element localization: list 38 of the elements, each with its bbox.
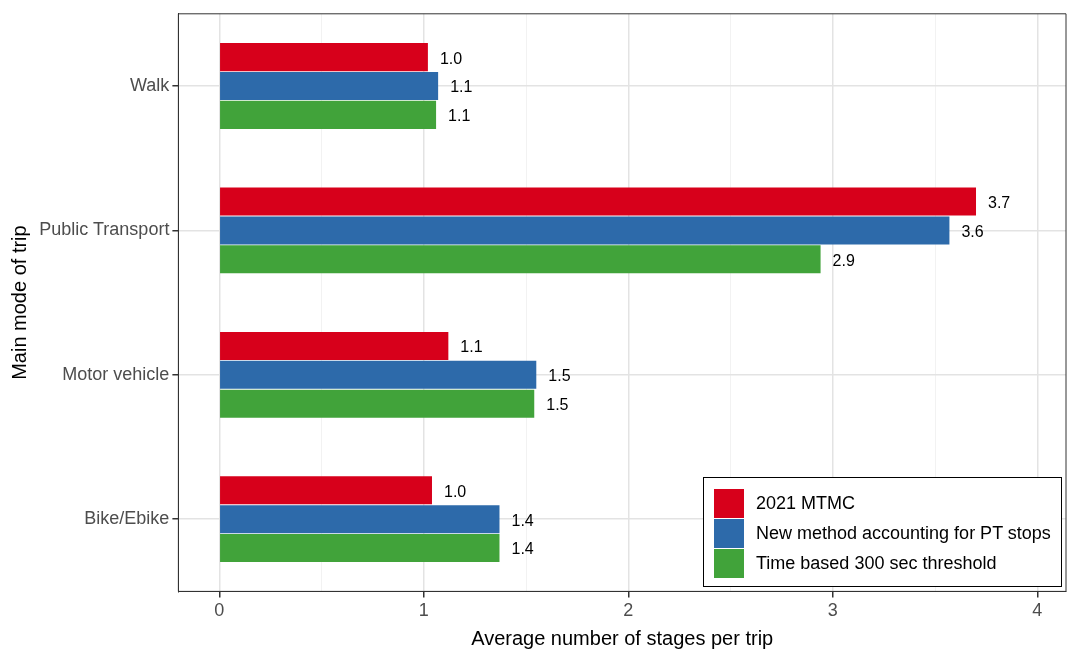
data-label: 1.5 bbox=[546, 396, 569, 414]
bar bbox=[220, 245, 821, 274]
data-label: 1.4 bbox=[511, 540, 534, 558]
bar bbox=[220, 216, 950, 245]
y-tick-label: Motor vehicle bbox=[62, 363, 170, 384]
y-tick-label: Bike/Ebike bbox=[84, 508, 170, 529]
data-label: 1.1 bbox=[448, 107, 471, 125]
data-label: 3.6 bbox=[961, 222, 984, 240]
data-label: 1.4 bbox=[511, 511, 534, 529]
data-label: 3.7 bbox=[988, 193, 1011, 211]
legend-label: 2021 MTMC bbox=[756, 492, 856, 514]
x-tick-label: 0 bbox=[214, 600, 225, 621]
x-axis-title: Average number of stages per trip bbox=[471, 626, 774, 649]
bar bbox=[220, 43, 428, 72]
x-tick-label: 1 bbox=[418, 600, 429, 621]
bar bbox=[220, 331, 449, 360]
bar bbox=[220, 100, 437, 129]
legend-label: New method accounting for PT stops bbox=[756, 522, 1051, 544]
bar bbox=[220, 187, 977, 216]
x-tick-label: 4 bbox=[1032, 600, 1043, 621]
bar bbox=[220, 360, 537, 389]
data-label: 1.5 bbox=[548, 367, 571, 385]
bar bbox=[220, 534, 500, 563]
legend-label: Time based 300 sec threshold bbox=[756, 552, 997, 574]
y-tick-label: Walk bbox=[130, 74, 171, 95]
data-label: 1.1 bbox=[450, 78, 473, 96]
data-label: 2.9 bbox=[832, 251, 855, 269]
y-axis-title: Main mode of trip bbox=[7, 225, 30, 380]
bar bbox=[220, 389, 535, 418]
data-label: 1.0 bbox=[439, 49, 463, 67]
bar bbox=[220, 505, 500, 534]
data-label: 1.1 bbox=[460, 338, 483, 356]
data-label: 1.0 bbox=[443, 482, 467, 500]
y-tick-label: Public Transport bbox=[39, 219, 170, 240]
bar bbox=[220, 71, 439, 101]
x-tick-label: 2 bbox=[623, 600, 634, 621]
x-tick-label: 3 bbox=[827, 600, 838, 621]
bar bbox=[220, 476, 432, 505]
